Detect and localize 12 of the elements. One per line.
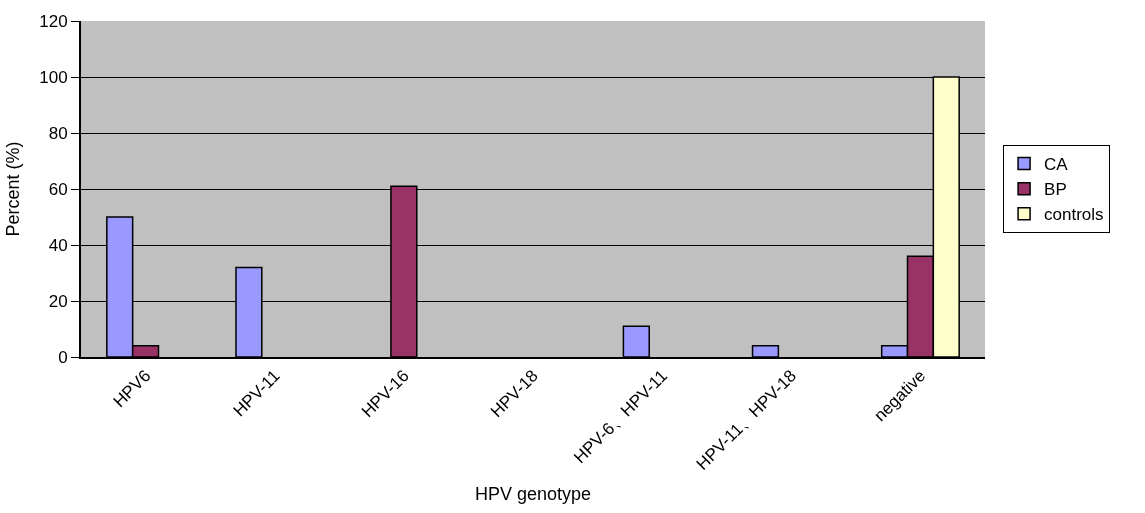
x-axis-title: HPV genotype [474,484,592,505]
y-tick-label: 0 [58,347,68,367]
legend-label: CA [1044,155,1069,175]
legend-label: controls [1044,205,1104,225]
y-tick-label: 40 [48,235,68,255]
y-tick-label: 100 [39,67,68,87]
y-tick-label: 20 [48,291,68,311]
y-axis-title: Percent (%) [2,141,23,237]
y-tick-label: 120 [39,11,68,31]
y-tick-label: 60 [48,179,68,199]
y-tick-label: 80 [48,123,68,143]
legend-label: BP [1044,180,1067,200]
